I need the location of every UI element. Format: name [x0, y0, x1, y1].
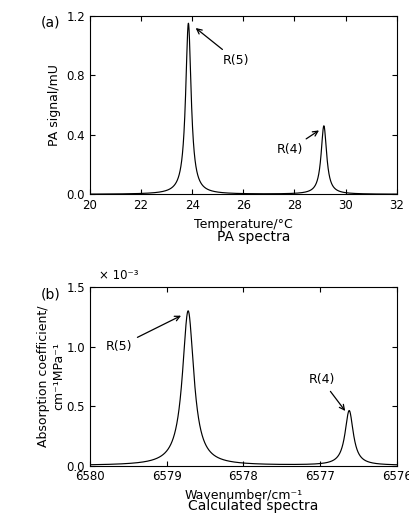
Y-axis label: Absorption coefficient/
cm⁻¹MPa⁻¹: Absorption coefficient/ cm⁻¹MPa⁻¹: [37, 306, 65, 447]
Text: R(5): R(5): [106, 316, 180, 353]
Text: Calculated spectra: Calculated spectra: [189, 499, 319, 513]
Y-axis label: PA signal/mU: PA signal/mU: [48, 64, 61, 146]
Text: R(5): R(5): [197, 29, 249, 67]
Text: PA spectra: PA spectra: [217, 230, 290, 244]
Text: R(4): R(4): [276, 131, 318, 156]
Text: R(4): R(4): [308, 373, 344, 410]
X-axis label: Wavenumber/cm⁻¹: Wavenumber/cm⁻¹: [184, 489, 302, 502]
X-axis label: Temperature/°C: Temperature/°C: [194, 218, 293, 231]
Text: (b): (b): [41, 287, 61, 301]
Text: (a): (a): [41, 16, 61, 30]
Text: × 10⁻³: × 10⁻³: [99, 269, 139, 282]
